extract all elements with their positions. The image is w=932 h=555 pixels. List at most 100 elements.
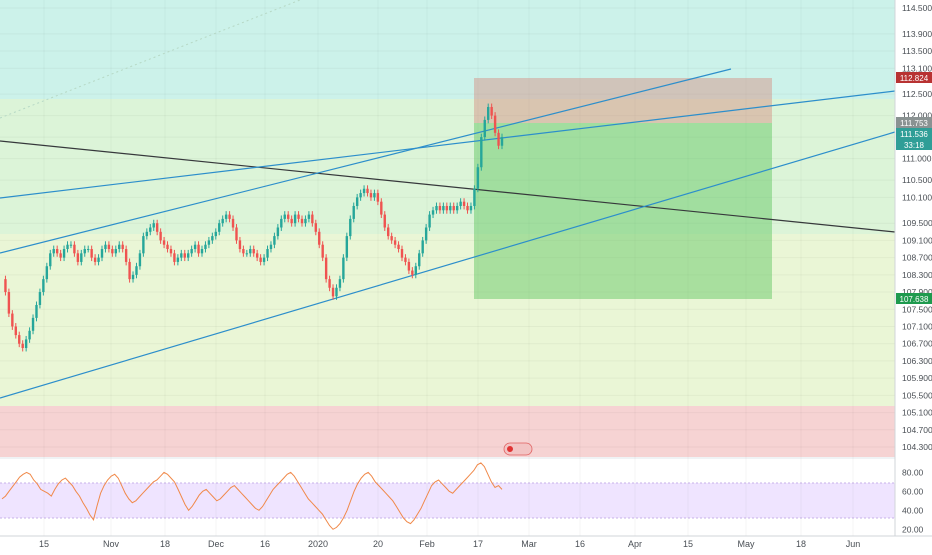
candle-body [93,257,97,262]
time-tick-label: 18 [160,539,170,549]
position-target-zone[interactable] [474,123,772,299]
candle-body [259,257,262,262]
candle-body [21,343,24,349]
candle-body [431,210,435,215]
candle-body [324,257,328,280]
candle-body [362,188,366,194]
time-tick-label: Dec [208,539,225,549]
candle-body [469,205,473,211]
candle-body [355,197,359,206]
candle-body [400,249,404,258]
rsi-tick-label: 40.00 [902,505,924,515]
candle-body [283,214,286,219]
candle-body [55,249,59,254]
price-tick-label: 109.100 [902,235,932,245]
candle-body [445,205,449,211]
price-tick-label: 107.500 [902,304,932,314]
price-tick-label: 110.500 [902,175,932,185]
candle-body [114,249,117,254]
channel-upper-line[interactable] [0,68,732,254]
candle-body [369,193,373,198]
candle-body [435,205,438,211]
upper-ray-line[interactable] [0,90,896,199]
candle-body [190,249,193,254]
position-stop-zone[interactable] [474,78,772,123]
rsi-tick-label: 80.00 [902,467,924,477]
channel-lower-line[interactable] [0,131,896,399]
rsi-axis-ticks: 80.00 60.00 40.00 20.00 [902,467,924,534]
price-series [4,103,504,352]
time-tick-label: 15 [39,539,49,549]
time-tick-label: 20 [373,539,383,549]
price-tick-label: 109.500 [902,218,932,228]
candle-body [342,257,345,280]
event-marker[interactable] [503,442,533,456]
candle-body [187,253,190,258]
time-tick-label: Mar [521,539,537,549]
price-tick-label: 113.900 [902,29,932,39]
candle-body [221,218,224,224]
candle-body [321,244,324,258]
candle-body [269,244,273,250]
price-tick-label: 104.300 [902,442,932,452]
candle-body [104,244,107,250]
time-tick-label: Jun [846,539,861,549]
rsi-tick-label: 20.00 [902,524,924,534]
candle-body [180,253,183,258]
candle-body [276,227,280,237]
candle-body [52,249,55,254]
candle-body [280,218,283,228]
candle-body [45,266,49,280]
candle-body [438,205,442,211]
time-tick-label: Apr [628,539,642,549]
candle-body [328,279,331,288]
candle-body [376,193,380,202]
time-tick-label: Feb [419,539,435,549]
price-label-box [896,139,932,150]
candle-body [255,253,259,258]
price-tick-label: 108.700 [902,253,932,263]
candle-body [449,205,452,211]
candle-body [480,137,483,168]
price-tick-label: 112.000 [902,111,932,121]
candle-body [231,218,235,228]
candle-body [238,240,242,250]
time-tick-label: 15 [683,539,693,549]
price-tick-label: 104.700 [902,425,932,435]
rsi-band [0,483,895,518]
candle-body [100,249,104,258]
candle-body [318,231,321,245]
candle-body [411,270,414,275]
time-tick-label: Nov [103,539,120,549]
candle-body [169,249,173,254]
candle-body [287,214,290,219]
candle-body [452,205,455,211]
candle-body [138,253,142,267]
candle-body [393,240,397,245]
price-tick-label: 105.100 [902,408,932,418]
candle-body [314,223,317,232]
time-axis-ticks: 15 Nov 18 Dec 16 2020 20 Feb 17 Mar 16 Apr 15 May 18 Ju… [39,539,860,549]
candle-body [497,132,500,146]
candle-body [297,214,300,219]
candle-body [62,249,66,258]
candle-body [459,201,462,206]
candle-body [80,253,83,262]
candle-body [149,227,152,232]
time-tick-label: 2020 [308,539,328,549]
price-tick-label: 105.500 [902,390,932,400]
candle-body [145,231,149,237]
black-trendline[interactable] [0,140,896,233]
candle-body [483,119,486,138]
price-label-box [896,128,932,139]
candle-body [173,253,176,262]
dotted-trendline[interactable] [0,0,301,119]
candle-body [252,249,255,254]
candle-body [31,317,35,331]
price-axis-background [895,0,932,550]
candle-body [183,253,186,258]
candle-body [176,257,180,262]
candle-body [135,266,138,275]
candle-body [493,115,497,133]
